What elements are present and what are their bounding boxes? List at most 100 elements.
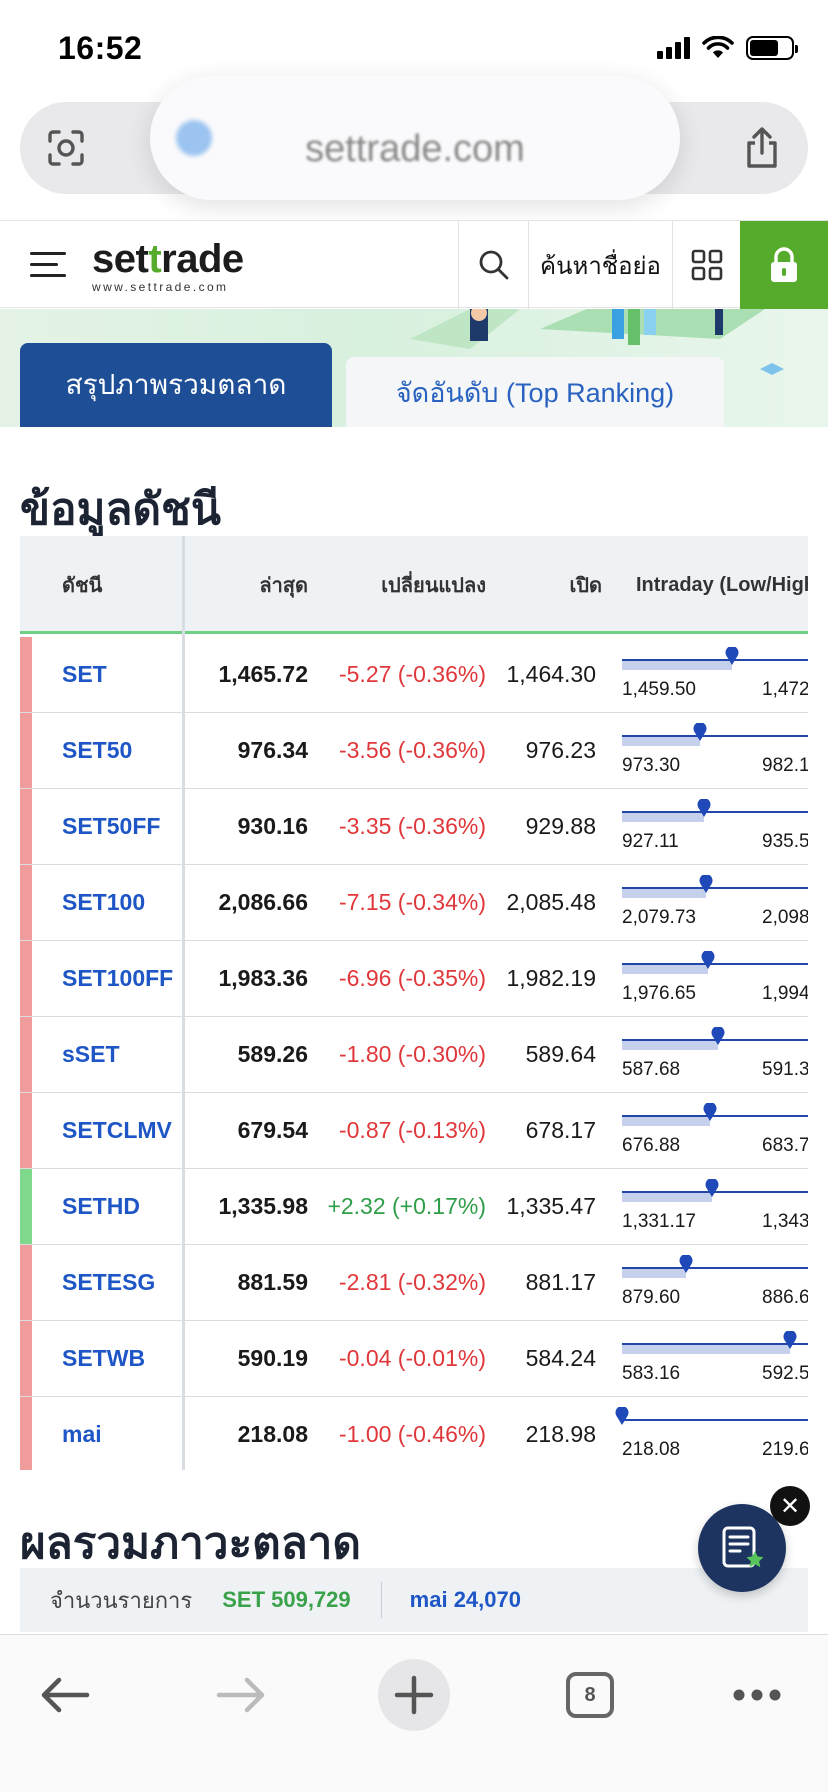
intraday-high: 1,994.3 xyxy=(762,983,808,1004)
camera-lens-icon[interactable] xyxy=(42,124,90,172)
table-row[interactable]: SETWB 590.19 -0.04 (-0.01%) 584.24 583.16 592… xyxy=(20,1321,808,1397)
table-row[interactable]: SET50FF 930.16 -3.35 (-0.36%) 929.88 927.11 9… xyxy=(20,789,808,865)
status-time: 16:52 xyxy=(58,30,143,66)
intraday-range-fill xyxy=(622,1192,712,1202)
table-row[interactable]: SETCLMV 679.54 -0.87 (-0.13%) 678.17 676.88 6… xyxy=(20,1093,808,1169)
index-name-link[interactable]: SET50 xyxy=(62,737,133,763)
index-name-link[interactable]: SET xyxy=(62,661,107,687)
price-change: -2.81 (-0.32%) xyxy=(338,1269,486,1295)
table-row[interactable]: SET100 2,086.66 -7.15 (-0.34%) 2,085.48 2,07… xyxy=(20,865,808,941)
intraday-range: 973.30 982.1 xyxy=(622,713,808,788)
open-price: 589.64 xyxy=(525,1041,596,1067)
open-price: 1,464.30 xyxy=(506,661,596,687)
lock-icon xyxy=(771,247,797,282)
price-change: -0.87 (-0.13%) xyxy=(338,1117,486,1143)
battery-icon xyxy=(746,36,798,60)
table-row[interactable]: SET50 976.34 -3.56 (-0.36%) 976.23 973.30 982… xyxy=(20,713,808,789)
col-header-change[interactable]: เปลี่ยนแปลง xyxy=(381,575,486,597)
open-price: 584.24 xyxy=(525,1345,596,1371)
index-name-link[interactable]: SET50FF xyxy=(62,813,161,839)
price-change: -3.35 (-0.36%) xyxy=(338,813,486,839)
index-name-link[interactable]: SETESG xyxy=(62,1269,156,1295)
table-row[interactable]: SETESG 881.59 -2.81 (-0.32%) 881.17 879.60 88… xyxy=(20,1245,808,1321)
trend-indicator-bar xyxy=(20,1245,32,1320)
intraday-range: 1,331.17 1,343.2 xyxy=(622,1169,808,1244)
mai-transactions-value: mai 24,070 xyxy=(409,1587,521,1612)
hero-banner: สรุปภาพรวมตลาด จัดอันดับ (Top Ranking) xyxy=(0,309,828,427)
intraday-low: 1,331.17 xyxy=(622,1211,696,1232)
col-header-last[interactable]: ล่าสุด xyxy=(259,575,308,597)
index-name-link[interactable]: SET100 xyxy=(62,889,146,915)
trend-indicator-bar xyxy=(20,941,32,1016)
table-row[interactable]: SETHD 1,335.98 +2.32 (+0.17%) 1,335.47 1,331… xyxy=(20,1169,808,1245)
search-button[interactable] xyxy=(458,221,528,309)
open-price: 929.88 xyxy=(525,813,596,839)
last-price: 881.59 xyxy=(237,1269,308,1295)
open-price: 678.17 xyxy=(525,1117,596,1143)
url-pill[interactable]: settrade.com xyxy=(150,76,680,200)
trend-indicator-bar xyxy=(20,789,32,864)
close-fab-button[interactable]: ✕ xyxy=(770,1486,810,1526)
intraday-low: 1,976.65 xyxy=(622,983,696,1004)
more-button[interactable] xyxy=(722,1663,792,1727)
last-price: 679.54 xyxy=(237,1117,308,1143)
tab-market-summary[interactable]: สรุปภาพรวมตลาด xyxy=(20,343,332,427)
col-header-index[interactable]: ดัชนี xyxy=(62,575,103,597)
apps-button[interactable] xyxy=(672,221,740,309)
intraday-low: 927.11 xyxy=(622,831,679,852)
table-row[interactable]: sSET 589.26 -1.80 (-0.30%) 589.64 587.68 591.… xyxy=(20,1017,808,1093)
watchlist-fab-button[interactable] xyxy=(698,1504,786,1592)
intraday-marker-icon xyxy=(693,723,707,741)
index-name-link[interactable]: SETHD xyxy=(62,1193,140,1219)
last-price: 589.26 xyxy=(237,1041,308,1067)
checklist-star-icon xyxy=(722,1526,764,1568)
index-name-link[interactable]: sSET xyxy=(62,1041,120,1067)
tabs-button[interactable]: 8 xyxy=(560,1663,620,1727)
intraday-high: 1,472.3 xyxy=(762,679,808,700)
transactions-label: จำนวนรายการ xyxy=(50,1587,193,1613)
intraday-high: 219.6 xyxy=(762,1439,808,1460)
intraday-high: 592.5 xyxy=(762,1363,808,1384)
last-price: 2,086.66 xyxy=(218,889,308,915)
table-row[interactable]: mai 218.08 -1.00 (-0.46%) 218.98 218.08 219.6 xyxy=(20,1397,808,1470)
table-header: ดัชนี ล่าสุด เปลี่ยนแปลง เปิด Intraday (… xyxy=(20,536,808,634)
index-name-link[interactable]: mai xyxy=(62,1421,102,1447)
logo-url-text: www.settrade.com xyxy=(92,280,229,294)
url-text[interactable]: settrade.com xyxy=(305,128,525,170)
intraday-range-fill xyxy=(622,1344,790,1354)
intraday-marker-icon xyxy=(679,1255,693,1273)
last-price: 1,983.36 xyxy=(218,965,308,991)
col-header-intraday[interactable]: Intraday (Low/High) xyxy=(636,573,808,596)
login-button[interactable] xyxy=(740,221,828,309)
forward-button[interactable] xyxy=(206,1663,276,1727)
table-row[interactable]: SET 1,465.72 -5.27 (-0.36%) 1,464.30 1,459.5… xyxy=(20,637,808,713)
market-section-title: ผลรวมภาวะตลาด xyxy=(20,1519,361,1568)
symbol-search-button[interactable]: ค้นหาชื่อย่อ xyxy=(528,221,672,309)
index-name-link[interactable]: SETWB xyxy=(62,1345,146,1371)
share-icon[interactable] xyxy=(738,122,786,174)
intraday-range-fill xyxy=(622,660,732,670)
trend-indicator-bar xyxy=(20,637,32,712)
hamburger-icon[interactable] xyxy=(30,249,68,279)
intraday-low: 583.16 xyxy=(622,1363,681,1384)
cellular-signal-icon xyxy=(657,37,690,59)
intraday-low: 1,459.50 xyxy=(622,679,696,700)
back-arrow-icon xyxy=(41,1677,90,1713)
table-row[interactable]: SET100FF 1,983.36 -6.96 (-0.35%) 1,982.19 1,… xyxy=(20,941,808,1017)
tab-top-ranking[interactable]: จัดอันดับ (Top Ranking) xyxy=(346,357,724,427)
intraday-range-line xyxy=(622,887,808,889)
intraday-high: 591.3 xyxy=(762,1059,808,1080)
back-button[interactable] xyxy=(30,1663,100,1727)
banner-illustration xyxy=(410,309,784,375)
intraday-high: 982.1 xyxy=(762,755,808,776)
index-name-link[interactable]: SETCLMV xyxy=(62,1117,172,1143)
settrade-logo[interactable]: settrade www.settrade.com xyxy=(92,237,244,294)
index-name-link[interactable]: SET100FF xyxy=(62,965,174,991)
new-tab-button[interactable] xyxy=(378,1659,450,1731)
col-header-open[interactable]: เปิด xyxy=(569,575,602,597)
price-change: -6.96 (-0.35%) xyxy=(338,965,486,991)
intraday-high: 886.6 xyxy=(762,1287,808,1308)
intraday-marker-icon xyxy=(725,647,739,665)
intraday-low: 676.88 xyxy=(622,1135,681,1156)
price-change: -3.56 (-0.36%) xyxy=(338,737,486,763)
